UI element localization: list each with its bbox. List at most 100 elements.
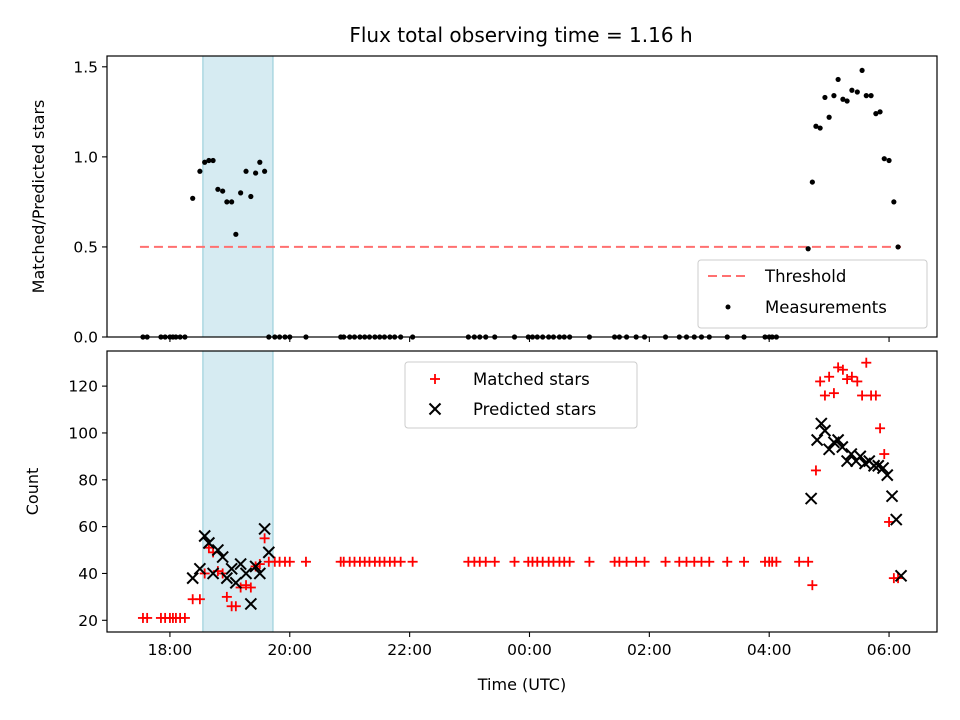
- predicted-legend-label: Predicted stars: [473, 400, 596, 419]
- matched-star-point: [842, 374, 853, 385]
- measurements-legend-swatch: [725, 304, 731, 310]
- predicted-legend-swatch: [428, 402, 442, 416]
- predicted-star-point: [253, 567, 267, 580]
- matched-star-point: [259, 533, 270, 544]
- bottom-panel: 20 40 60 80 100 120 18:00 20:00 22:00 00:00 02:00…: [23, 350, 938, 694]
- matched-star-point: [639, 556, 650, 567]
- bottom-y-ticks: 20 40 60 80 100 120: [68, 378, 107, 630]
- measurement-point: [886, 157, 892, 164]
- y-tick-label: 0.5: [73, 238, 98, 256]
- measurement-point: [233, 231, 239, 237]
- matched-star-point: [815, 376, 826, 387]
- bottom-legend: Matched stars Predicted stars: [404, 361, 638, 429]
- top-y-axis-label: Matched/Predicted stars: [29, 100, 48, 294]
- matched-star-point: [870, 390, 881, 401]
- measurement-point: [822, 94, 828, 101]
- measurement-point: [243, 168, 249, 174]
- measurement-point: [202, 159, 208, 165]
- matched-star-point: [142, 612, 153, 623]
- matched-star-point: [807, 580, 818, 591]
- measurement-point: [805, 246, 811, 252]
- measurement-point: [873, 111, 879, 117]
- matched-star-point: [884, 516, 895, 527]
- measurement-point: [895, 244, 901, 250]
- predicted-star-point: [810, 433, 824, 447]
- matched-star-point: [879, 449, 890, 460]
- predicted-star-point: [211, 543, 225, 557]
- predicted-star-point: [876, 461, 890, 475]
- predicted-star-point: [890, 513, 903, 526]
- predicted-star-point: [239, 567, 253, 580]
- measurement-point: [197, 168, 203, 174]
- matched-star-point: [631, 556, 642, 567]
- matched-star-point: [241, 580, 252, 591]
- matched-star-point: [852, 376, 863, 387]
- y-tick-label: 60: [78, 518, 98, 536]
- predicted-star-point: [202, 536, 216, 550]
- matched-star-point: [824, 371, 835, 382]
- measurement-point: [881, 156, 887, 162]
- measurement-point: [206, 157, 212, 164]
- measurements-legend-label: Measurements: [765, 298, 887, 317]
- predicted-star-point: [234, 557, 247, 571]
- highlight-span-bottom: [202, 350, 274, 633]
- y-tick-label: 120: [68, 378, 98, 396]
- measurement-point: [190, 195, 196, 201]
- predicted-legend-marker: [428, 402, 442, 416]
- matched-star-point: [739, 556, 750, 567]
- measurement-point: [863, 93, 869, 99]
- predicted-star-point: [225, 562, 238, 575]
- matched-star-point: [564, 556, 575, 567]
- measurement-point: [220, 188, 226, 194]
- y-tick-label: 0.0: [73, 329, 98, 347]
- measurement-point: [831, 93, 837, 99]
- measurement-point: [854, 89, 860, 95]
- predicted-star-point: [193, 562, 207, 575]
- matched-star-point: [480, 556, 491, 567]
- matched-star-point: [810, 465, 821, 476]
- y-tick-label: 100: [68, 424, 98, 442]
- matched-star-point: [407, 556, 418, 567]
- y-tick-label: 20: [78, 612, 98, 630]
- predicted-star-point: [854, 450, 867, 463]
- measurement-point: [891, 199, 897, 205]
- matched-star-point: [803, 556, 814, 567]
- x-axis-label: Time (UTC): [477, 675, 566, 694]
- measurement-point: [257, 159, 263, 165]
- predicted-star-point: [840, 454, 854, 468]
- predicted-star-point: [198, 529, 211, 543]
- matched-star-point: [284, 556, 295, 567]
- measurement-point: [253, 170, 259, 176]
- matched-star-point: [254, 559, 265, 570]
- matched-star-point: [833, 362, 844, 373]
- matched-star-point: [300, 556, 311, 567]
- bottom-plot-frame: [106, 350, 938, 633]
- measurement-point: [238, 190, 244, 196]
- y-tick-label: 1.5: [73, 58, 98, 76]
- predicted-star-point: [867, 459, 881, 472]
- top-x-ticks: [169, 337, 890, 342]
- matched-star-point: [722, 556, 733, 567]
- matched-star-point: [837, 364, 848, 375]
- matched-star-point: [179, 612, 190, 623]
- matched-star-point: [395, 556, 406, 567]
- predicted-star-point: [818, 424, 832, 437]
- x-tick-label: 02:00: [627, 641, 672, 659]
- bottom-legend-box: [404, 361, 638, 429]
- measurement-point: [835, 76, 841, 83]
- predicted-star-point: [815, 417, 828, 430]
- matched-star-point: [584, 556, 595, 567]
- x-tick-label: 00:00: [507, 641, 552, 659]
- matched-legend-label: Matched stars: [473, 370, 590, 389]
- measurement-point: [248, 193, 254, 200]
- matched-star-point: [846, 371, 857, 382]
- predicted-star-point: [845, 447, 858, 461]
- predicted-star-point: [244, 597, 258, 611]
- measurement-point: [817, 125, 823, 131]
- matched-star-point: [194, 594, 205, 605]
- matched-star-point: [875, 423, 886, 434]
- matched-star-point: [660, 556, 671, 567]
- matched-star-point: [221, 591, 232, 602]
- measurement-point: [849, 87, 855, 93]
